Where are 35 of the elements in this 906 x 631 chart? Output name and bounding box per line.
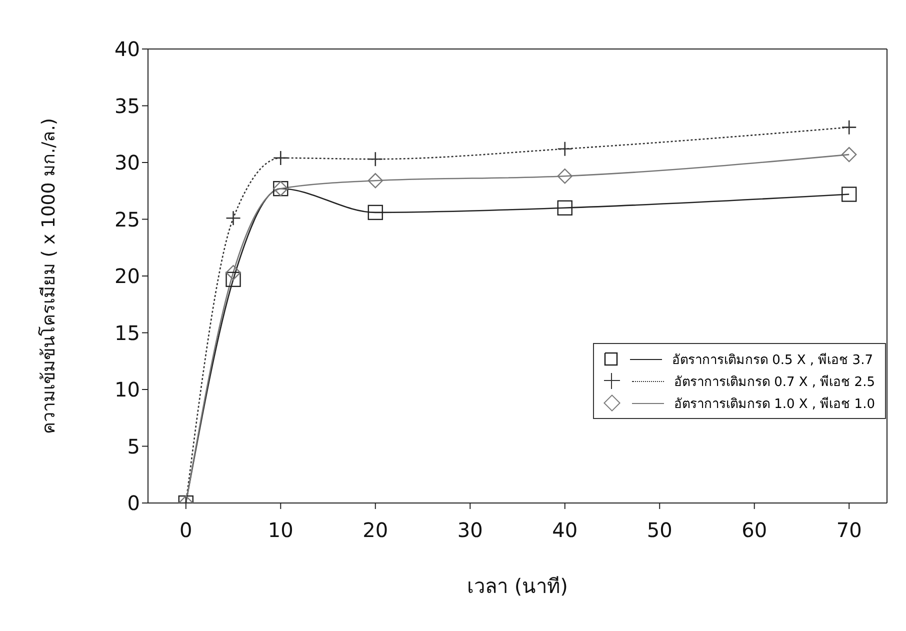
x-tick-label: 20 [362,518,388,542]
y-axis-title: ความเข้มข้นโครเมียม ( x 1000 มก./ล.) [37,118,60,434]
x-tick-label: 10 [268,518,294,542]
point [557,200,572,216]
y-tick-label: 10 [114,378,140,402]
x-tick-label: 60 [742,518,768,542]
point [841,120,857,135]
y-tick-label: 15 [114,320,140,345]
x-axis-title: เวลา (นาที) [467,574,568,598]
y-tick-label: 40 [114,37,140,62]
legend-label: อัตราการเติมกรด 0.7 X , พีเอช 2.5 [674,374,875,392]
point [557,141,573,157]
point [226,210,241,226]
point [226,264,241,280]
point [368,151,384,167]
x-tick-label: 40 [552,518,578,542]
y-tick-label: 35 [114,94,140,118]
legend-label: อัตราการเติมกรด 1.0 X , พีเอช 1.0 [674,396,875,414]
x-tick-label: 50 [646,518,672,542]
point [368,204,383,220]
legend-label: อัตราการเติมกรด 0.5 X , พีเอช 3.7 [672,352,873,370]
point [368,173,383,188]
x-tick-label: 30 [457,518,483,542]
y-tick-label: 20 [114,264,140,288]
y-tick-label: 5 [127,434,140,458]
point [272,150,288,166]
x-tick-label: 0 [180,518,192,542]
point [557,168,572,184]
point [226,272,241,288]
y-tick-label: 25 [114,207,140,232]
point [842,186,857,202]
point [842,146,857,162]
y-tick-label: 0 [127,491,140,516]
x-tick-label: 70 [836,518,862,542]
y-tick-label: 30 [114,150,140,175]
